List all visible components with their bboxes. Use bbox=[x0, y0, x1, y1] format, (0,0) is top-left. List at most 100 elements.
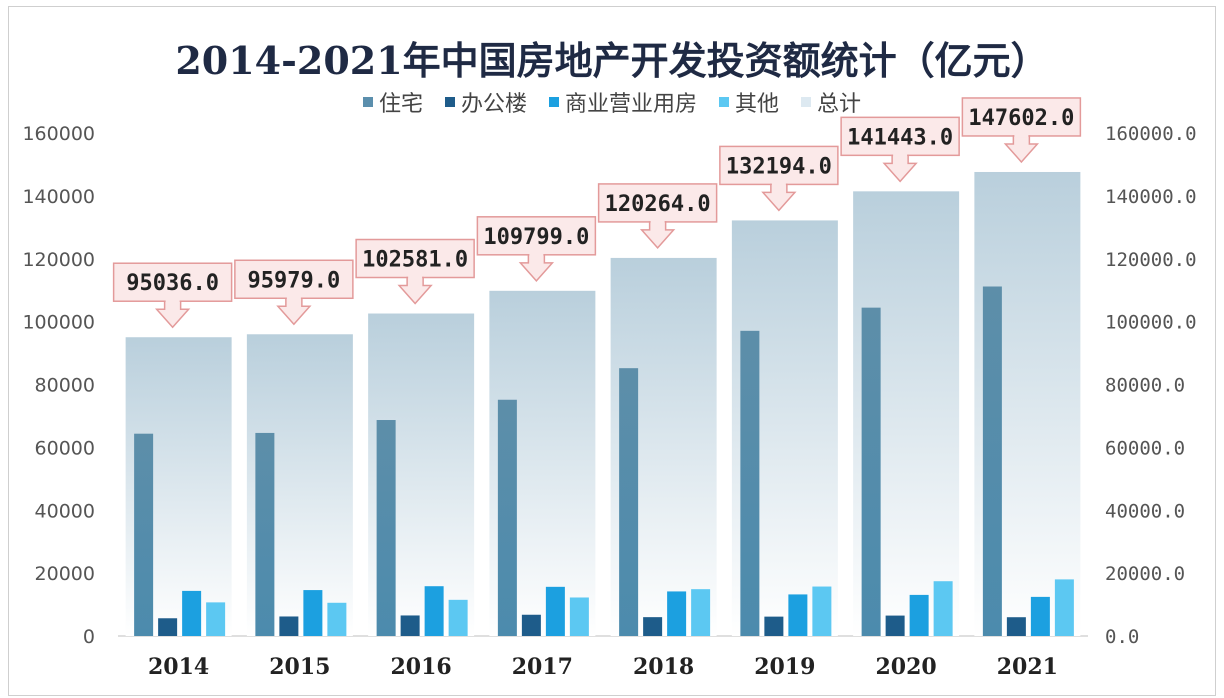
total-label: 141443.0 bbox=[847, 125, 953, 150]
bar-other bbox=[448, 599, 468, 636]
callout-box bbox=[112, 262, 233, 302]
legend-item: 其他 bbox=[719, 86, 779, 118]
x-tick-label: 2017 bbox=[512, 654, 573, 680]
legend-swatch bbox=[362, 97, 373, 107]
y-tick-right: 140000.0 bbox=[1105, 186, 1197, 208]
callout-arrow bbox=[639, 221, 676, 250]
chart-title: 2014-2021年中国房地产开发投资额统计（亿元） bbox=[175, 38, 1049, 83]
y-tick-left: 40000 bbox=[35, 500, 95, 522]
callout-joint bbox=[529, 252, 544, 257]
y-tick-right: 40000.0 bbox=[1105, 500, 1185, 522]
bar-other bbox=[569, 597, 589, 636]
total-label: 102581.0 bbox=[362, 248, 468, 273]
bar-office bbox=[643, 617, 663, 636]
bar-commercial bbox=[545, 586, 565, 636]
bar-other bbox=[206, 602, 226, 636]
legend-label: 其他 bbox=[735, 92, 780, 117]
y-tick-left: 60000 bbox=[35, 437, 95, 459]
legend-swatch bbox=[548, 97, 559, 107]
callout-arrow bbox=[518, 254, 555, 282]
callout-arrow bbox=[761, 183, 797, 212]
legend-item: 商业营业用房 bbox=[548, 86, 697, 118]
callout-joint bbox=[165, 299, 180, 304]
y-tick-left: 140000 bbox=[22, 186, 95, 208]
y-tick-right: 100000.0 bbox=[1105, 312, 1197, 334]
bar-residential bbox=[255, 432, 275, 636]
legend-label: 住宅 bbox=[378, 92, 423, 117]
bar-residential bbox=[376, 420, 396, 636]
callout-joint bbox=[286, 296, 301, 301]
chart-legend: 住宅 办公楼 商业营业用房 其他 总计 bbox=[0, 86, 1224, 118]
bar-office bbox=[521, 614, 541, 636]
y-tick-right: 0.0 bbox=[1105, 626, 1139, 648]
callout-box bbox=[476, 216, 597, 256]
callout-arrow bbox=[276, 297, 312, 326]
bar-office bbox=[158, 618, 178, 636]
callout-joint bbox=[893, 153, 908, 158]
x-tick-label: 2014 bbox=[148, 654, 209, 680]
bar-commercial bbox=[303, 590, 323, 636]
total-callout: 147602.0 bbox=[961, 97, 1082, 164]
callout-box bbox=[234, 259, 354, 300]
total-callout: 95036.0 bbox=[112, 262, 233, 329]
legend-item: 办公楼 bbox=[444, 86, 527, 118]
total-label: 120264.0 bbox=[605, 192, 711, 217]
callout-box bbox=[597, 183, 718, 223]
bar-other bbox=[1054, 579, 1074, 636]
total-label: 95979.0 bbox=[248, 268, 341, 293]
bar-residential bbox=[497, 399, 517, 636]
bar-residential bbox=[619, 368, 639, 636]
bar-commercial bbox=[424, 586, 444, 636]
bar-residential bbox=[861, 307, 881, 636]
bar-residential bbox=[740, 330, 760, 636]
bar-office bbox=[400, 615, 420, 636]
y-tick-right: 160000.0 bbox=[1105, 123, 1197, 145]
legend-label: 总计 bbox=[817, 92, 862, 117]
callout-joint bbox=[650, 219, 665, 224]
legend-swatch bbox=[719, 97, 729, 107]
total-callout: 95979.0 bbox=[234, 259, 354, 326]
bar-office bbox=[764, 616, 784, 636]
legend-swatch bbox=[444, 97, 455, 107]
bar-other bbox=[327, 602, 347, 636]
total-label: 147602.0 bbox=[968, 106, 1074, 131]
callout-joint bbox=[408, 275, 423, 280]
bar-commercial bbox=[1030, 596, 1050, 636]
y-tick-right: 120000.0 bbox=[1105, 249, 1197, 271]
callout-arrow bbox=[1003, 135, 1040, 164]
total-callout: 102581.0 bbox=[355, 238, 475, 305]
x-tick-label: 2015 bbox=[269, 654, 330, 680]
y-tick-left: 0 bbox=[83, 626, 95, 648]
y-tick-left: 100000 bbox=[22, 312, 95, 334]
bar-other bbox=[691, 589, 711, 636]
y-tick-left: 160000 bbox=[22, 123, 95, 145]
total-callout: 120264.0 bbox=[597, 183, 718, 250]
callout-joint bbox=[1014, 133, 1029, 138]
bar-office bbox=[1006, 617, 1026, 636]
x-tick-label: 2021 bbox=[997, 654, 1058, 680]
legend-swatch bbox=[801, 97, 812, 107]
y-tick-right: 60000.0 bbox=[1105, 437, 1185, 459]
total-callout: 109799.0 bbox=[476, 216, 597, 282]
bar-residential bbox=[982, 286, 1002, 636]
total-callout: 132194.0 bbox=[719, 145, 839, 212]
total-callout: 141443.0 bbox=[840, 116, 960, 183]
callout-arrow bbox=[882, 154, 918, 183]
bar-office bbox=[279, 616, 299, 636]
bar-commercial bbox=[667, 591, 687, 636]
callout-arrow bbox=[397, 276, 433, 305]
bar-residential bbox=[134, 433, 154, 636]
total-label: 109799.0 bbox=[483, 225, 589, 250]
y-tick-right: 80000.0 bbox=[1105, 375, 1185, 397]
legend-item: 住宅 bbox=[362, 86, 423, 118]
bar-office bbox=[885, 615, 905, 636]
callout-joint bbox=[771, 182, 786, 187]
bar-commercial bbox=[788, 594, 808, 636]
callout-box bbox=[840, 116, 960, 157]
y-tick-left: 80000 bbox=[35, 375, 95, 397]
legend-item: 总计 bbox=[801, 86, 861, 118]
total-label: 132194.0 bbox=[726, 154, 832, 179]
legend-label: 办公楼 bbox=[460, 92, 527, 117]
callout-arrow bbox=[154, 300, 191, 329]
